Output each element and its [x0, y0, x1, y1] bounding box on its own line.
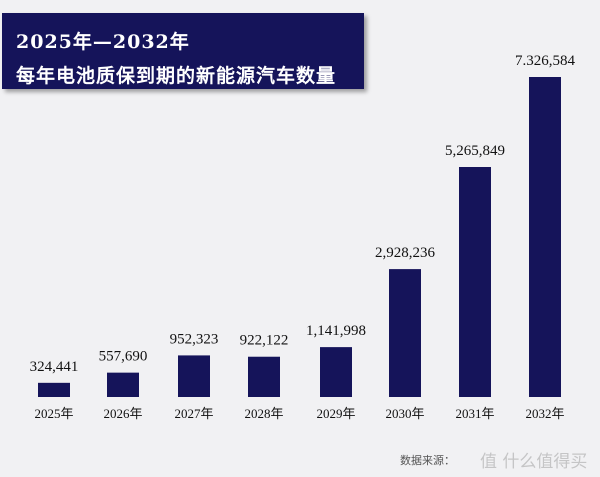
category-label: 2028年 — [244, 406, 283, 421]
value-label: 952,323 — [170, 331, 219, 347]
category-label: 2027年 — [174, 406, 213, 421]
bar-2028年 — [248, 356, 280, 397]
value-label: 1,141,998 — [306, 323, 366, 339]
chart-subtitle: 每年电池质保到期的新能源汽车数量 — [16, 65, 337, 87]
bar-2025年 — [38, 382, 70, 397]
value-label: 557,690 — [99, 349, 148, 365]
bar-2027年 — [178, 355, 210, 397]
value-label: 5,265,849 — [445, 143, 505, 159]
value-label: 922,122 — [240, 333, 289, 349]
category-label: 2029年 — [316, 406, 355, 421]
category-label: 2030年 — [385, 406, 424, 421]
bar-2031年 — [459, 167, 491, 397]
category-label: 2026年 — [103, 406, 142, 421]
category-label: 2031年 — [455, 406, 494, 421]
title-banner: 2025年—2032年 每年电池质保到期的新能源汽车数量 — [2, 13, 364, 89]
category-label: 2025年 — [34, 406, 73, 421]
watermark: 值 什么值得买 — [480, 452, 588, 472]
value-label: 2,928,236 — [375, 245, 436, 261]
chart-title: 2025年—2032年 — [16, 31, 190, 53]
bar-2030年 — [389, 269, 421, 397]
bar-2029年 — [320, 347, 352, 397]
category-label: 2032年 — [525, 406, 564, 421]
source-note: 数据来源： — [400, 454, 455, 467]
bar-2026年 — [107, 372, 139, 397]
bar-2032年 — [529, 77, 561, 397]
value-label: 324,441 — [30, 359, 79, 375]
value-label: 7.326,584 — [515, 53, 576, 69]
